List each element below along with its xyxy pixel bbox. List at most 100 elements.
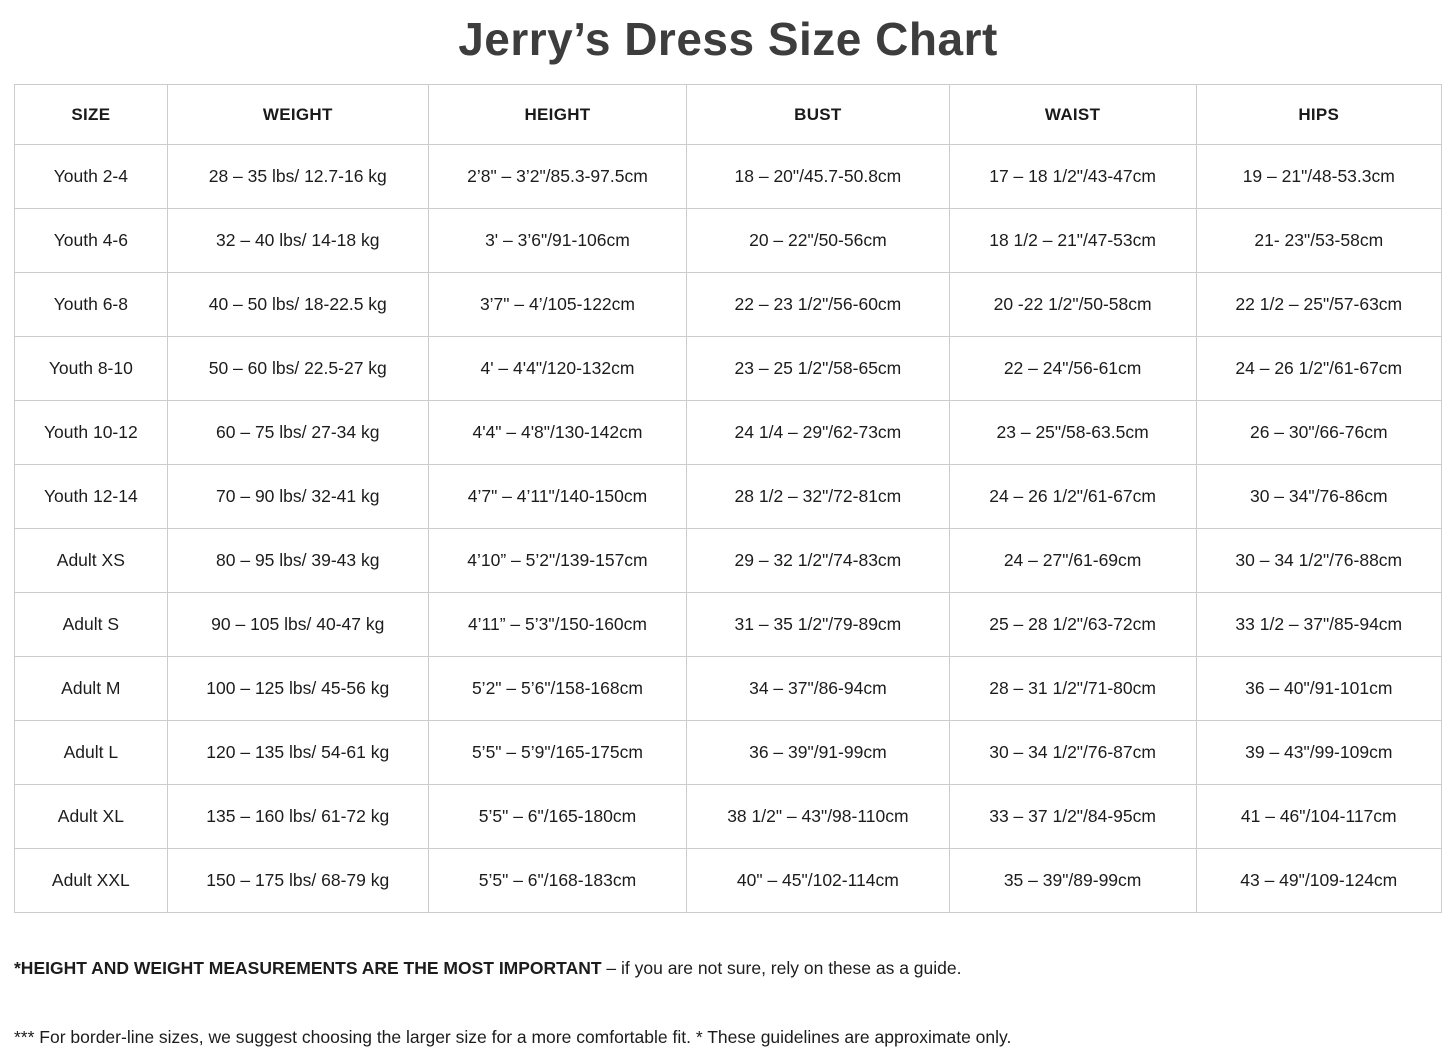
note-height-weight-rest: – if you are not sure, rely on these as … <box>601 958 962 978</box>
bust-cell: 40" – 45"/102-114cm <box>686 848 950 913</box>
waist-cell: 24 – 27"/61-69cm <box>948 528 1197 593</box>
weight-cell: 100 – 125 lbs/ 45-56 kg <box>166 656 429 721</box>
size-chart-header: SIZE WEIGHT HEIGHT BUST WAIST HIPS <box>14 84 1443 145</box>
size-table-body: Youth 2-4 28 – 35 lbs/ 12.7-16 kg 2’8" – 3… <box>14 144 1443 913</box>
column-header-bust: BUST <box>686 84 950 145</box>
table-row: Youth 10-12 60 – 75 lbs/ 27-34 kg 4'4" – 4… <box>14 400 1443 465</box>
weight-cell: 150 – 175 lbs/ 68-79 kg <box>166 848 429 913</box>
weight-cell: 60 – 75 lbs/ 27-34 kg <box>166 400 429 465</box>
size-cell: Adult XS <box>14 528 168 593</box>
size-cell: Adult XXL <box>14 848 168 913</box>
note-borderline-sizes: *** For border-line sizes, we suggest ch… <box>14 1026 1012 1047</box>
height-cell: 5’5" – 6"/165-180cm <box>427 784 688 849</box>
height-cell: 4’7" – 4’11"/140-150cm <box>427 464 688 529</box>
bust-cell: 31 – 35 1/2"/79-89cm <box>686 592 950 657</box>
column-header-hips: HIPS <box>1195 84 1443 145</box>
waist-cell: 18 1/2 – 21"/47-53cm <box>948 208 1197 273</box>
size-cell: Adult M <box>14 656 168 721</box>
table-row: Adult M 100 – 125 lbs/ 45-56 kg 5’2" – 5’6… <box>14 656 1443 721</box>
size-cell: Youth 10-12 <box>14 400 168 465</box>
waist-cell: 24 – 26 1/2"/61-67cm <box>948 464 1197 529</box>
table-row: Youth 8-10 50 – 60 lbs/ 22.5-27 kg 4' – 4'… <box>14 336 1443 401</box>
size-cell: Adult XL <box>14 784 168 849</box>
hips-cell: 33 1/2 – 37"/85-94cm <box>1195 592 1443 657</box>
height-cell: 4’10” – 5’2"/139-157cm <box>427 528 688 593</box>
hips-cell: 30 – 34"/76-86cm <box>1195 464 1443 529</box>
waist-cell: 20 -22 1/2"/50-58cm <box>948 272 1197 337</box>
height-cell: 4’11” – 5’3"/150-160cm <box>427 592 688 657</box>
column-header-waist: WAIST <box>948 84 1197 145</box>
hips-cell: 24 – 26 1/2"/61-67cm <box>1195 336 1443 401</box>
table-row: Adult XS 80 – 95 lbs/ 39-43 kg 4’10” – 5’2… <box>14 528 1443 593</box>
table-row: Adult XL 135 – 160 lbs/ 61-72 kg 5’5" – 6"… <box>14 784 1443 849</box>
bust-cell: 22 – 23 1/2"/56-60cm <box>686 272 950 337</box>
weight-cell: 120 – 135 lbs/ 54-61 kg <box>166 720 429 785</box>
bust-cell: 23 – 25 1/2"/58-65cm <box>686 336 950 401</box>
hips-cell: 22 1/2 – 25"/57-63cm <box>1195 272 1443 337</box>
waist-cell: 17 – 18 1/2"/43-47cm <box>948 144 1197 209</box>
table-row: Adult S 90 – 105 lbs/ 40-47 kg 4’11” – 5’3… <box>14 592 1443 657</box>
hips-cell: 19 – 21"/48-53.3cm <box>1195 144 1443 209</box>
bust-cell: 34 – 37"/86-94cm <box>686 656 950 721</box>
waist-cell: 33 – 37 1/2"/84-95cm <box>948 784 1197 849</box>
hips-cell: 39 – 43"/99-109cm <box>1195 720 1443 785</box>
page-title: Jerry’s Dress Size Chart <box>458 13 998 65</box>
table-row: Adult XXL 150 – 175 lbs/ 68-79 kg 5’5" – 6… <box>14 848 1443 913</box>
bust-cell: 18 – 20"/45.7-50.8cm <box>686 144 950 209</box>
size-cell: Youth 6-8 <box>14 272 168 337</box>
bust-cell: 38 1/2" – 43"/98-110cm <box>686 784 950 849</box>
hips-cell: 26 – 30"/66-76cm <box>1195 400 1443 465</box>
weight-cell: 40 – 50 lbs/ 18-22.5 kg <box>166 272 429 337</box>
hips-cell: 36 – 40"/91-101cm <box>1195 656 1443 721</box>
footnotes: *HEIGHT AND WEIGHT MEASUREMENTS ARE THE … <box>14 913 1442 1049</box>
size-cell: Adult S <box>14 592 168 657</box>
bust-cell: 28 1/2 – 32"/72-81cm <box>686 464 950 529</box>
weight-cell: 50 – 60 lbs/ 22.5-27 kg <box>166 336 429 401</box>
weight-cell: 28 – 35 lbs/ 12.7-16 kg <box>166 144 429 209</box>
height-cell: 5’5" – 6"/168-183cm <box>427 848 688 913</box>
table-row: Adult L 120 – 135 lbs/ 54-61 kg 5’5" – 5’9… <box>14 720 1443 785</box>
table-row: Youth 4-6 32 – 40 lbs/ 14-18 kg 3' – 3’6"/… <box>14 208 1443 273</box>
waist-cell: 30 – 34 1/2"/76-87cm <box>948 720 1197 785</box>
height-cell: 2’8" – 3’2"/85.3-97.5cm <box>427 144 688 209</box>
size-cell: Youth 12-14 <box>14 464 168 529</box>
bust-cell: 20 – 22"/50-56cm <box>686 208 950 273</box>
size-cell: Adult L <box>14 720 168 785</box>
hips-cell: 41 – 46"/104-117cm <box>1195 784 1443 849</box>
height-cell: 3’7" – 4’/105-122cm <box>427 272 688 337</box>
column-header-weight: WEIGHT <box>166 84 429 145</box>
column-header-height: HEIGHT <box>427 84 688 145</box>
waist-cell: 35 – 39"/89-99cm <box>948 848 1197 913</box>
weight-cell: 70 – 90 lbs/ 32-41 kg <box>166 464 429 529</box>
header-row: SIZE WEIGHT HEIGHT BUST WAIST HIPS <box>14 84 1443 145</box>
column-header-size: SIZE <box>14 84 168 145</box>
height-cell: 4' – 4'4"/120-132cm <box>427 336 688 401</box>
note-height-weight-bold: *HEIGHT AND WEIGHT MEASUREMENTS ARE THE … <box>14 958 602 978</box>
height-cell: 3' – 3’6"/91-106cm <box>427 208 688 273</box>
hips-cell: 21- 23"/53-58cm <box>1195 208 1443 273</box>
note-height-weight: *HEIGHT AND WEIGHT MEASUREMENTS ARE THE … <box>14 957 1442 980</box>
waist-cell: 22 – 24"/56-61cm <box>948 336 1197 401</box>
waist-cell: 28 – 31 1/2"/71-80cm <box>948 656 1197 721</box>
size-chart-table: SIZE WEIGHT HEIGHT BUST WAIST HIPS Youth… <box>14 84 1443 913</box>
weight-cell: 90 – 105 lbs/ 40-47 kg <box>166 592 429 657</box>
hips-cell: 30 – 34 1/2"/76-88cm <box>1195 528 1443 593</box>
weight-cell: 80 – 95 lbs/ 39-43 kg <box>166 528 429 593</box>
bust-cell: 24 1/4 – 29"/62-73cm <box>686 400 950 465</box>
waist-cell: 25 – 28 1/2"/63-72cm <box>948 592 1197 657</box>
table-row: Youth 2-4 28 – 35 lbs/ 12.7-16 kg 2’8" – 3… <box>14 144 1443 209</box>
size-cell: Youth 8-10 <box>14 336 168 401</box>
table-row: Youth 12-14 70 – 90 lbs/ 32-41 kg 4’7" – 4… <box>14 464 1443 529</box>
hips-cell: 43 – 49"/109-124cm <box>1195 848 1443 913</box>
table-row: Youth 6-8 40 – 50 lbs/ 18-22.5 kg 3’7" – 4… <box>14 272 1443 337</box>
height-cell: 5’5" – 5’9"/165-175cm <box>427 720 688 785</box>
waist-cell: 23 – 25"/58-63.5cm <box>948 400 1197 465</box>
bust-cell: 29 – 32 1/2"/74-83cm <box>686 528 950 593</box>
height-cell: 4'4" – 4'8"/130-142cm <box>427 400 688 465</box>
size-cell: Youth 4-6 <box>14 208 168 273</box>
size-cell: Youth 2-4 <box>14 144 168 209</box>
bust-cell: 36 – 39"/91-99cm <box>686 720 950 785</box>
weight-cell: 135 – 160 lbs/ 61-72 kg <box>166 784 429 849</box>
weight-cell: 32 – 40 lbs/ 14-18 kg <box>166 208 429 273</box>
height-cell: 5’2" – 5’6"/158-168cm <box>427 656 688 721</box>
